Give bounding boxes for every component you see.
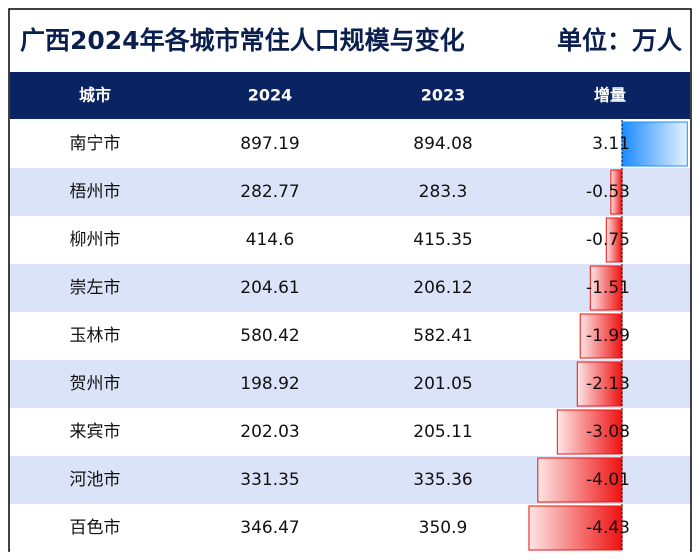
number-cell: -3.08 xyxy=(586,422,630,442)
number-cell: 201.05 xyxy=(413,374,472,394)
number-cell: 283.3 xyxy=(419,182,468,202)
row-background xyxy=(10,264,690,312)
city-cell: 崇左市 xyxy=(70,278,121,298)
city-cell: 南宁市 xyxy=(70,134,121,154)
number-cell: 580.42 xyxy=(240,326,299,346)
row-background xyxy=(10,120,690,168)
number-cell: 282.77 xyxy=(240,182,299,202)
row-background xyxy=(10,168,690,216)
header-row xyxy=(10,72,690,119)
data-bar xyxy=(528,505,623,551)
city-cell: 贺州市 xyxy=(70,374,121,394)
column-header: 2023 xyxy=(421,86,466,105)
city-cell: 柳州市 xyxy=(70,230,121,250)
number-cell: 582.41 xyxy=(413,326,472,346)
city-cell: 梧州市 xyxy=(70,182,121,202)
number-cell: 3.11 xyxy=(592,134,630,154)
number-cell: 206.12 xyxy=(413,278,472,298)
data-bar xyxy=(576,361,623,407)
city-cell: 玉林市 xyxy=(70,326,121,346)
number-cell: 897.19 xyxy=(240,134,299,154)
row-background xyxy=(10,312,690,360)
number-cell: -0.53 xyxy=(586,182,630,202)
number-cell: -1.99 xyxy=(586,326,630,346)
data-bar xyxy=(621,121,688,167)
number-cell: 346.47 xyxy=(240,518,299,538)
data-bar xyxy=(537,457,623,503)
number-cell: -2.13 xyxy=(586,374,630,394)
city-cell: 来宾市 xyxy=(70,422,121,442)
number-cell: -4.01 xyxy=(586,470,630,490)
number-cell: 198.92 xyxy=(240,374,299,394)
title: 广西2024年各城市常住人口规模与变化 xyxy=(20,26,465,55)
number-cell: 415.35 xyxy=(413,230,472,250)
number-cell: 335.36 xyxy=(413,470,472,490)
number-cell: -4.43 xyxy=(586,518,630,538)
column-header: 2024 xyxy=(248,86,293,105)
column-header: 城市 xyxy=(79,86,111,105)
data-bar xyxy=(579,313,623,359)
column-header: 增量 xyxy=(594,86,626,105)
city-cell: 百色市 xyxy=(70,518,121,538)
number-cell: 331.35 xyxy=(240,470,299,490)
number-cell: 202.03 xyxy=(240,422,299,442)
data-bar xyxy=(556,409,623,455)
city-cell: 河池市 xyxy=(70,470,121,490)
row-background xyxy=(10,360,690,408)
row-background xyxy=(10,216,690,264)
unit: 单位：万人 xyxy=(557,26,682,55)
number-cell: 894.08 xyxy=(413,134,472,154)
number-cell: 204.61 xyxy=(240,278,299,298)
number-cell: 205.11 xyxy=(413,422,472,442)
number-cell: -0.75 xyxy=(586,230,630,250)
number-cell: -1.51 xyxy=(586,278,630,298)
number-cell: 414.6 xyxy=(246,230,295,250)
number-cell: 350.9 xyxy=(419,518,468,538)
